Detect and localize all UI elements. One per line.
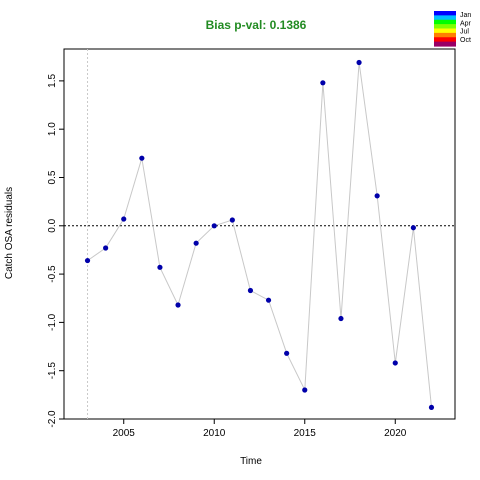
plot-frame [63, 48, 456, 420]
data-point [392, 360, 398, 366]
data-point [284, 350, 290, 356]
data-point [175, 302, 181, 308]
data-point [121, 216, 127, 222]
x-tick-label: 2010 [203, 428, 226, 439]
data-points [84, 59, 435, 411]
data-point [338, 315, 344, 322]
x-tick-label: 2005 [113, 428, 136, 439]
x-axis-title: Time [240, 456, 262, 467]
legend-label: Jul [460, 29, 469, 36]
y-tick-label: 1.5 [47, 73, 58, 87]
data-point [229, 217, 235, 223]
legend-label: Oct [460, 37, 471, 44]
x-axis: 2005 2010 2015 2020 [113, 419, 407, 439]
chart-title: Bias p-val: 0.1386 [206, 18, 307, 32]
x-tick-label: 2015 [294, 428, 317, 439]
data-point [84, 257, 91, 264]
y-tick-label: -0.5 [47, 265, 58, 283]
data-point [410, 225, 416, 231]
series-line [87, 62, 432, 408]
y-tick-label: -1.5 [47, 362, 58, 380]
legend-label: Apr [460, 20, 472, 27]
data-point [356, 59, 362, 66]
data-point [103, 245, 109, 251]
legend-label: Jan [460, 12, 471, 19]
y-tick-label: 0.0 [47, 218, 58, 232]
y-tick-label: -2.0 [47, 410, 58, 428]
reference-lines [64, 49, 455, 419]
legend-color-swatch [434, 11, 456, 16]
y-axis: -2.0 -1.5 -1.0 -0.5 0.0 0.5 1.0 1.5 [47, 73, 64, 428]
data-point [247, 287, 254, 294]
data-point [139, 155, 145, 161]
legend-color-swatch [434, 37, 456, 43]
data-point [374, 193, 380, 199]
data-point [211, 223, 217, 229]
legend-color-swatch [434, 32, 456, 38]
legend-color-swatch [434, 24, 456, 30]
data-point [157, 264, 163, 270]
y-tick-label: 0.5 [47, 170, 58, 184]
legend-color-swatch [434, 15, 456, 21]
data-point [302, 387, 308, 393]
legend-color-swatch [434, 41, 456, 47]
data-point [320, 80, 326, 86]
y-tick-label: -1.0 [47, 313, 58, 331]
residual-line [87, 62, 432, 408]
legend-color-swatch [434, 28, 456, 34]
y-tick-label: 1.0 [47, 122, 58, 136]
y-axis-title: Catch OSA residuals [4, 187, 15, 279]
data-point [193, 240, 199, 246]
legend-color-swatch [434, 19, 456, 25]
x-tick-label: 2020 [384, 428, 407, 439]
data-point [428, 404, 435, 411]
data-point [265, 297, 272, 303]
